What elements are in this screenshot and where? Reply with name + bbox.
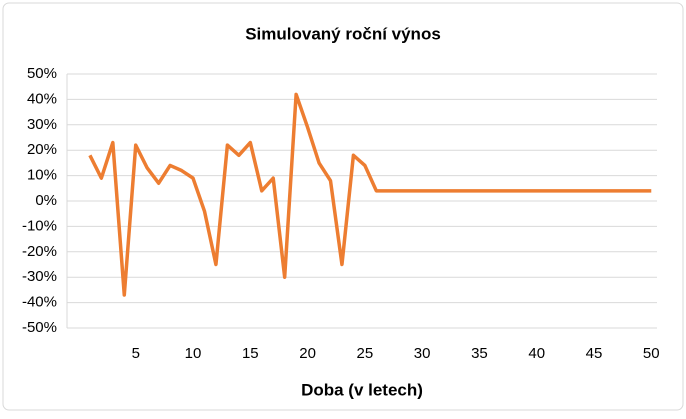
x-tick-label: 50 — [643, 345, 660, 362]
x-tick-label: 45 — [586, 345, 603, 362]
y-tick-label: -30% — [22, 268, 57, 285]
y-tick-label: 30% — [27, 116, 57, 133]
y-tick-label: -40% — [22, 294, 57, 311]
x-tick-label: 40 — [528, 345, 545, 362]
chart-title: Simulovaný roční výnos — [245, 24, 441, 43]
chart-border — [2, 2, 684, 411]
x-tick-label: 25 — [357, 345, 374, 362]
y-tick-label: 50% — [27, 65, 57, 82]
x-axis-label: Doba (v letech) — [301, 380, 423, 399]
y-tick-label: 0% — [35, 192, 57, 209]
y-tick-label: 20% — [27, 141, 57, 158]
y-tick-label: 10% — [27, 167, 57, 184]
y-tick-label: -10% — [22, 217, 57, 234]
y-tick-label: -20% — [22, 243, 57, 260]
y-tick-label: -50% — [22, 319, 57, 336]
x-tick-label: 35 — [471, 345, 488, 362]
x-tick-label: 30 — [414, 345, 431, 362]
x-tick-label: 5 — [132, 345, 140, 362]
x-tick-label: 10 — [185, 345, 202, 362]
x-tick-label: 20 — [299, 345, 316, 362]
line-series — [88, 92, 652, 297]
x-tick-label: 15 — [242, 345, 259, 362]
y-tick-label: 40% — [27, 90, 57, 107]
